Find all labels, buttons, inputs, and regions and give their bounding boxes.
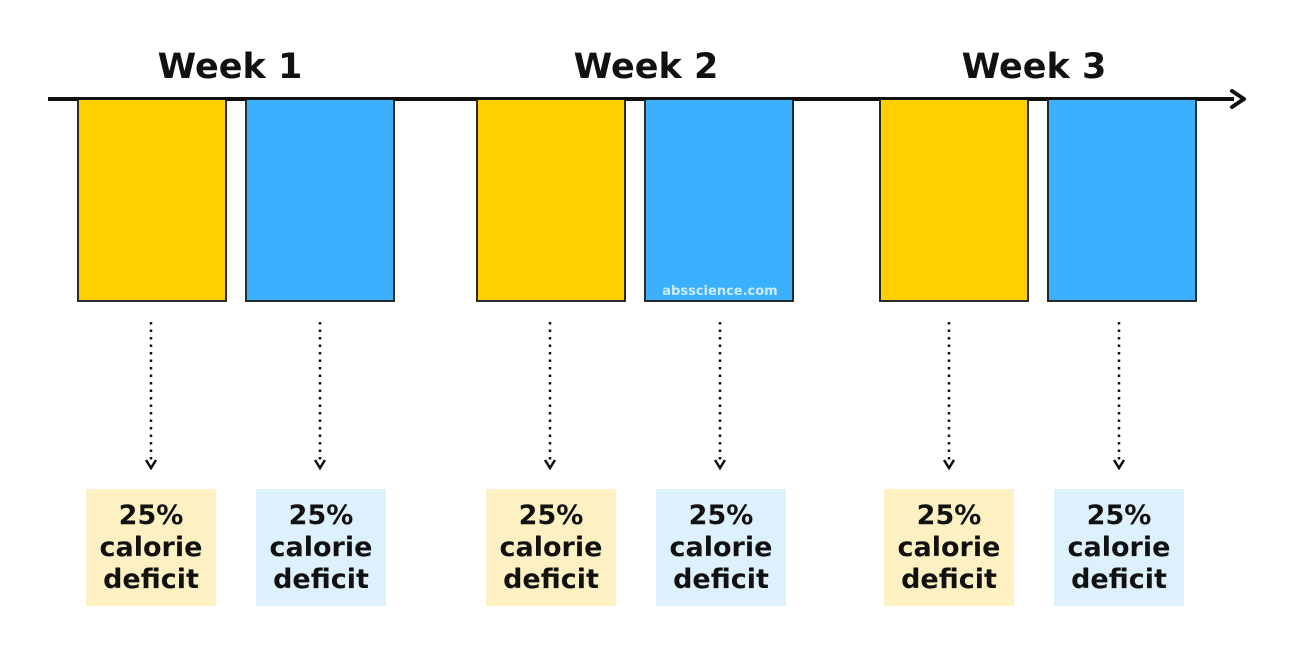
label-deficit: deficit: [503, 563, 599, 595]
label-percent: 25%: [1086, 499, 1152, 531]
week-1-block-blue: [245, 100, 395, 302]
week-1-yellow-label: 25% calorie deficit: [86, 489, 216, 606]
week-1-blue-label: 25% calorie deficit: [256, 489, 386, 606]
label-deficit: deficit: [1071, 563, 1167, 595]
timeline-axis: [48, 97, 1234, 101]
week-3-title: Week 3: [961, 47, 1107, 87]
week-2-yellow-label: 25% calorie deficit: [486, 489, 616, 606]
label-calorie: calorie: [669, 531, 773, 563]
dotted-arrow-icon: [713, 322, 727, 471]
label-calorie: calorie: [897, 531, 1001, 563]
week-2-block-blue: [644, 100, 794, 302]
label-percent: 25%: [916, 499, 982, 531]
label-deficit: deficit: [103, 563, 199, 595]
label-deficit: deficit: [901, 563, 997, 595]
week-1-block-yellow: [77, 100, 227, 302]
label-percent: 25%: [518, 499, 584, 531]
week-3-block-yellow: [879, 100, 1029, 302]
label-calorie: calorie: [269, 531, 373, 563]
label-calorie: calorie: [499, 531, 603, 563]
week-3-yellow-label: 25% calorie deficit: [884, 489, 1014, 606]
label-calorie: calorie: [99, 531, 203, 563]
label-deficit: deficit: [273, 563, 369, 595]
week-1-title: Week 1: [157, 47, 303, 87]
week-2-block-yellow: [476, 100, 626, 302]
dotted-arrow-icon: [942, 322, 956, 471]
week-2-blue-label: 25% calorie deficit: [656, 489, 786, 606]
label-deficit: deficit: [673, 563, 769, 595]
label-percent: 25%: [118, 499, 184, 531]
label-percent: 25%: [288, 499, 354, 531]
watermark: absscience.com: [662, 284, 778, 299]
label-percent: 25%: [688, 499, 754, 531]
label-calorie: calorie: [1067, 531, 1171, 563]
timeline-arrow-icon: [1230, 89, 1246, 109]
dotted-arrow-icon: [543, 322, 557, 471]
dotted-arrow-icon: [313, 322, 327, 471]
week-3-block-blue: [1047, 100, 1197, 302]
dotted-arrow-icon: [1112, 322, 1126, 471]
dotted-arrow-icon: [144, 322, 158, 471]
week-2-title: Week 2: [573, 47, 719, 87]
week-3-blue-label: 25% calorie deficit: [1054, 489, 1184, 606]
